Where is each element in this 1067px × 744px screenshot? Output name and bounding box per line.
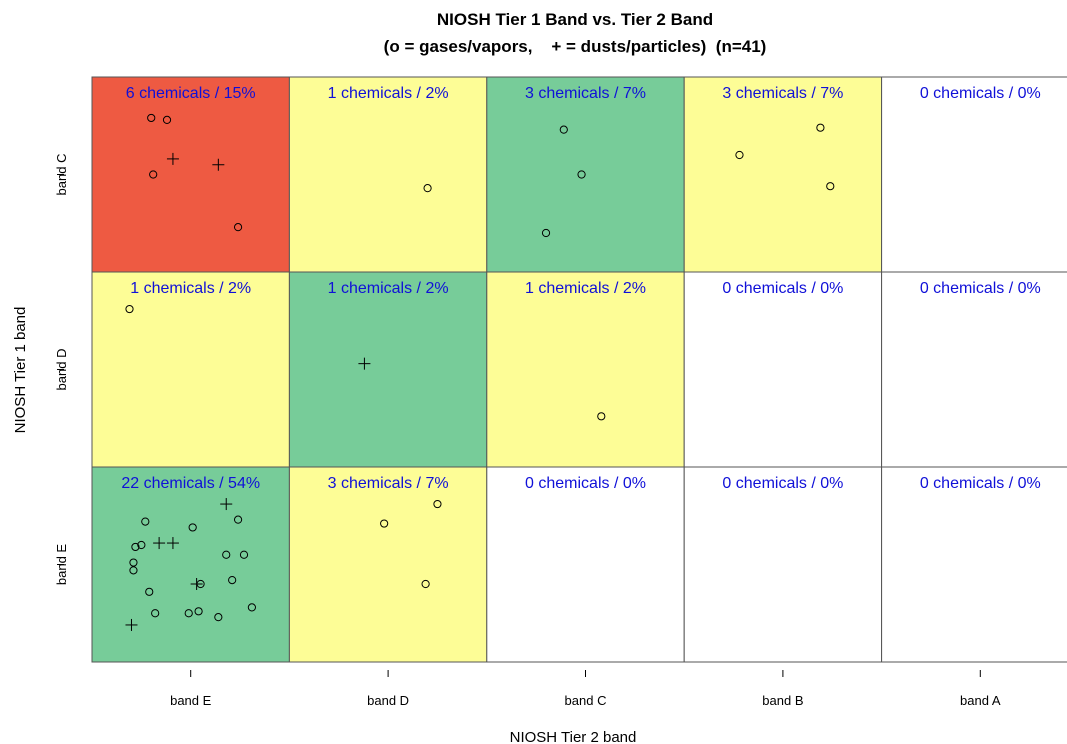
particle-point	[166, 537, 179, 550]
cell-label: 0 chemicals / 0%	[920, 280, 1041, 297]
gas-point	[735, 150, 744, 160]
cell-label: 6 chemicals / 15%	[126, 85, 256, 102]
gas-point	[433, 499, 442, 509]
cell-bg	[288, 76, 488, 273]
gas-point	[137, 540, 146, 550]
gas-point	[228, 576, 237, 585]
x-tick-label: band D	[367, 693, 409, 708]
x-axis-label: NIOSH Tier 2 band	[510, 729, 637, 744]
gas-point	[233, 515, 243, 524]
cell-grid: 6 chemicals / 15% 1 chemicals / 2% 3 chemi…	[91, 76, 1067, 663]
gas-point	[188, 523, 197, 532]
cell-bg	[881, 466, 1067, 663]
gas-point	[826, 182, 835, 191]
cell-bg	[881, 271, 1067, 468]
cell-label: 0 chemicals / 0%	[722, 475, 843, 492]
particle-point	[212, 158, 225, 171]
data-points	[125, 113, 835, 631]
gas-point	[145, 587, 154, 596]
cell-bg	[683, 466, 883, 663]
cell-label: 1 chemicals / 2%	[328, 280, 449, 297]
gas-point	[149, 170, 158, 179]
y-tick-label: band C	[54, 154, 69, 196]
gas-point	[421, 579, 430, 589]
cell-label: 3 chemicals / 7%	[525, 85, 646, 102]
x-tick-label: band A	[960, 693, 1001, 708]
cell-label: 0 chemicals / 0%	[920, 85, 1041, 102]
gas-point	[597, 412, 606, 421]
cell-bg	[683, 76, 883, 273]
y-axis-label: NIOSH Tier 1 band	[12, 307, 29, 434]
particle-point	[358, 357, 371, 370]
cell-bg	[288, 271, 488, 468]
cell-label: 1 chemicals / 2%	[328, 85, 449, 102]
x-tick-label: band B	[762, 693, 803, 708]
cell-bg	[881, 76, 1067, 273]
gas-point	[151, 609, 160, 618]
cell-bg	[288, 466, 488, 663]
gas-point	[194, 607, 203, 616]
gas-point	[577, 170, 586, 179]
gas-point	[184, 609, 193, 618]
cell-label: 3 chemicals / 7%	[722, 85, 843, 102]
gas-point	[239, 550, 249, 559]
gas-point	[214, 613, 223, 622]
x-tick-label: band E	[170, 693, 212, 708]
y-tick-label: band E	[54, 544, 69, 586]
chart-subtitle: (o = gases/vapors, + = dusts/particles) …	[384, 37, 767, 56]
cell-bg	[486, 271, 685, 468]
y-tick-label: band D	[54, 349, 69, 391]
cell-bg	[683, 271, 883, 468]
gas-point	[423, 184, 432, 193]
x-tick-label: band C	[565, 693, 607, 708]
gas-point	[129, 566, 138, 575]
gas-point	[222, 550, 231, 559]
gas-point	[131, 542, 140, 552]
cell-bg	[486, 466, 685, 663]
gas-point	[162, 115, 172, 125]
cell-bg	[91, 76, 290, 273]
cell-label: 1 chemicals / 2%	[525, 280, 646, 297]
particle-point	[153, 537, 166, 550]
axes: band E band D band C band B band A band E band…	[54, 154, 1001, 708]
cell-bg	[91, 271, 290, 468]
gas-point	[816, 123, 825, 132]
cell-bg	[91, 466, 290, 663]
gas-point	[196, 579, 205, 589]
cell-label: 0 chemicals / 0%	[525, 475, 646, 492]
cell-label: 22 chemicals / 54%	[121, 475, 260, 492]
particle-point	[166, 152, 179, 165]
gas-point	[541, 228, 551, 238]
gas-point	[559, 125, 568, 134]
chart-title: NIOSH Tier 1 Band vs. Tier 2 Band	[437, 10, 713, 29]
cell-label: 0 chemicals / 0%	[722, 280, 843, 297]
gas-point	[233, 223, 243, 232]
particle-point	[125, 618, 138, 631]
gas-point	[147, 113, 156, 123]
cell-label: 3 chemicals / 7%	[328, 475, 449, 492]
gas-point	[380, 519, 389, 528]
cell-label: 0 chemicals / 0%	[920, 475, 1041, 492]
gas-point	[141, 517, 150, 526]
gas-point	[129, 558, 138, 567]
gas-point	[247, 603, 256, 612]
gas-point	[125, 304, 134, 314]
cell-label: 1 chemicals / 2%	[130, 280, 251, 297]
particle-point	[220, 498, 233, 511]
